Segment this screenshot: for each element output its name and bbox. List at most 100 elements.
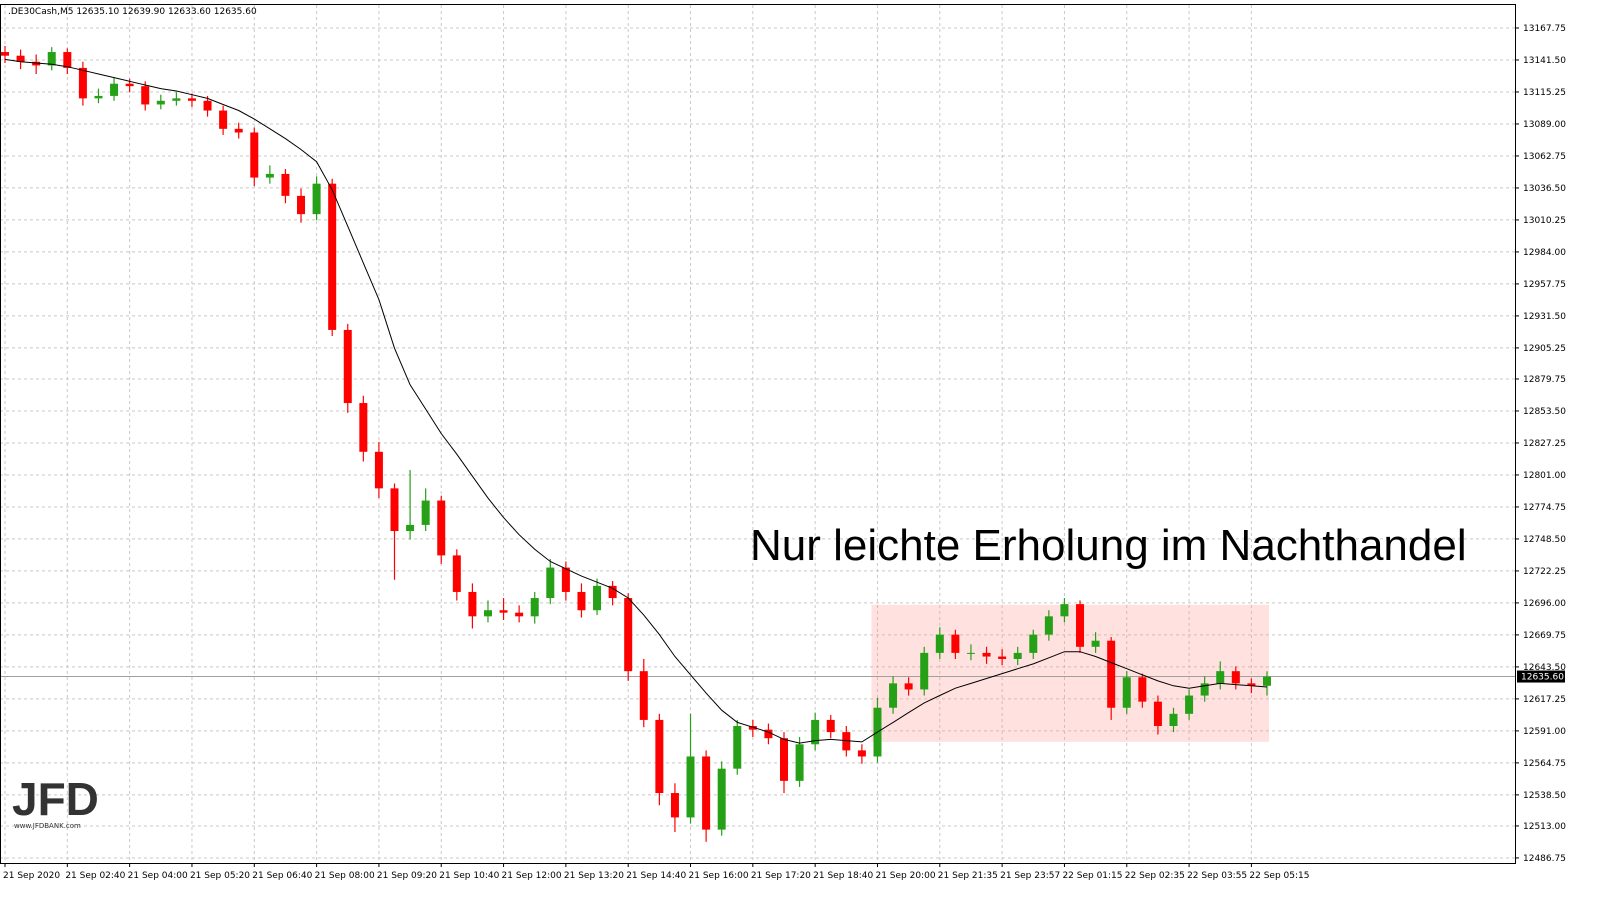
candle-body (1216, 671, 1225, 684)
candle-body (608, 585, 617, 599)
candle-body (343, 329, 352, 404)
candle-body (1185, 695, 1194, 714)
y-tick-label: 13141.50 (1523, 56, 1566, 66)
candle-body (359, 403, 368, 452)
candle-body (1, 52, 9, 56)
plot-frame (0, 4, 1516, 864)
y-tick-label: 12617.25 (1523, 695, 1566, 705)
candle-body (312, 183, 321, 215)
candle-body (437, 500, 446, 556)
y-tick-label: 12827.25 (1523, 439, 1566, 449)
candle-body (1122, 677, 1131, 708)
candle-body (670, 793, 679, 818)
y-tick-label: 12984.00 (1523, 248, 1566, 258)
y-tick-label: 12564.75 (1523, 759, 1566, 769)
candle-body (546, 567, 555, 599)
candle-body (811, 719, 820, 745)
candle-body (281, 173, 290, 196)
candle-body (32, 61, 41, 66)
candle-body (94, 95, 103, 99)
y-tick-label: 12722.25 (1523, 567, 1566, 577)
candle-body (141, 86, 150, 105)
candle-body (1200, 683, 1209, 696)
candle-body (748, 726, 757, 730)
candle-body (702, 756, 711, 830)
y-tick-label: 12486.75 (1523, 854, 1566, 864)
candle-body (655, 719, 664, 794)
y-tick-label: 12748.50 (1523, 535, 1566, 545)
y-tick-label: 12801.00 (1523, 471, 1566, 481)
x-tick-label: 21 Sep 05:20 (190, 871, 250, 881)
candle-body (1076, 604, 1085, 647)
y-tick-label: 12957.75 (1523, 280, 1566, 290)
candle-body (920, 652, 929, 690)
y-tick-label: 12591.00 (1523, 727, 1566, 737)
plot (0, 45, 1515, 842)
x-tick-label: 21 Sep 13:20 (564, 871, 624, 881)
y-tick-label: 12931.50 (1523, 312, 1566, 322)
candle-body (219, 110, 228, 129)
candle-body (935, 634, 944, 653)
candle-body (593, 585, 602, 611)
y-tick-label: 12879.75 (1523, 375, 1566, 385)
candle-body (624, 598, 633, 672)
x-tick-label: 21 Sep 10:40 (439, 871, 499, 881)
candle-body (795, 744, 804, 781)
candle-body (78, 67, 87, 99)
candle-body (390, 488, 399, 532)
candle-body (966, 652, 975, 654)
x-tick-label: 21 Sep 23:57 (1000, 871, 1060, 881)
candle-body (577, 591, 586, 611)
x-tick-label: 22 Sep 03:55 (1187, 871, 1247, 881)
x-tick-label: 21 Sep 06:40 (252, 871, 312, 881)
candle-body (328, 183, 337, 330)
candle-body (156, 100, 165, 105)
candle-body (483, 610, 492, 617)
candle-body (203, 100, 212, 111)
y-tick-label: 12669.75 (1523, 631, 1566, 641)
x-tick-label: 21 Sep 21:35 (938, 871, 998, 881)
candle-body (125, 83, 134, 87)
x-tick-label: 21 Sep 16:00 (689, 871, 749, 881)
y-tick-label: 13062.75 (1523, 152, 1566, 162)
candle-body (982, 652, 991, 657)
candle-body (515, 612, 524, 617)
y-tick-label: 12513.00 (1523, 822, 1566, 832)
chart-header: .DE30Cash,M5 12635.10 12639.90 12633.60 … (8, 7, 257, 17)
candle-body (16, 55, 25, 62)
x-tick-label: 22 Sep 01:15 (1062, 871, 1122, 881)
candle-body (717, 768, 726, 830)
candle-body (1029, 634, 1038, 653)
candle-body (1107, 640, 1116, 708)
y-tick-label: 13036.50 (1523, 184, 1566, 194)
candle-body (452, 555, 461, 592)
candle-body (265, 173, 274, 178)
candle-body (904, 683, 913, 690)
candle-body (234, 128, 243, 133)
annotation: Nur leichte Erholung im Nachthandel (750, 521, 1467, 570)
candle-body (250, 132, 259, 178)
candle-body (639, 671, 648, 720)
logo: JFD (12, 773, 99, 825)
candle-body (1013, 652, 1022, 659)
y-tick-label: 12643.50 (1523, 663, 1566, 673)
x-tick-label: 22 Sep 05:15 (1249, 871, 1309, 881)
x-tick-label: 21 Sep 14:40 (626, 871, 686, 881)
candle-body (951, 634, 960, 653)
y-tick-label: 12853.50 (1523, 407, 1566, 417)
candle-body (421, 500, 430, 525)
y-tick-label: 12696.00 (1523, 599, 1566, 609)
current-price-label: 12635.60 (1521, 673, 1564, 683)
y-tick-label: 13115.25 (1523, 88, 1566, 98)
candle-body (172, 98, 181, 101)
y-tick-label: 12774.75 (1523, 503, 1566, 513)
candle-body (63, 52, 72, 68)
candle-body (686, 756, 695, 818)
x-tick-label: 21 Sep 20:00 (875, 871, 935, 881)
candle-body (857, 750, 866, 757)
y-tick-label: 12538.50 (1523, 791, 1566, 801)
current-price-box (1517, 670, 1565, 683)
candle-body (1138, 677, 1147, 702)
